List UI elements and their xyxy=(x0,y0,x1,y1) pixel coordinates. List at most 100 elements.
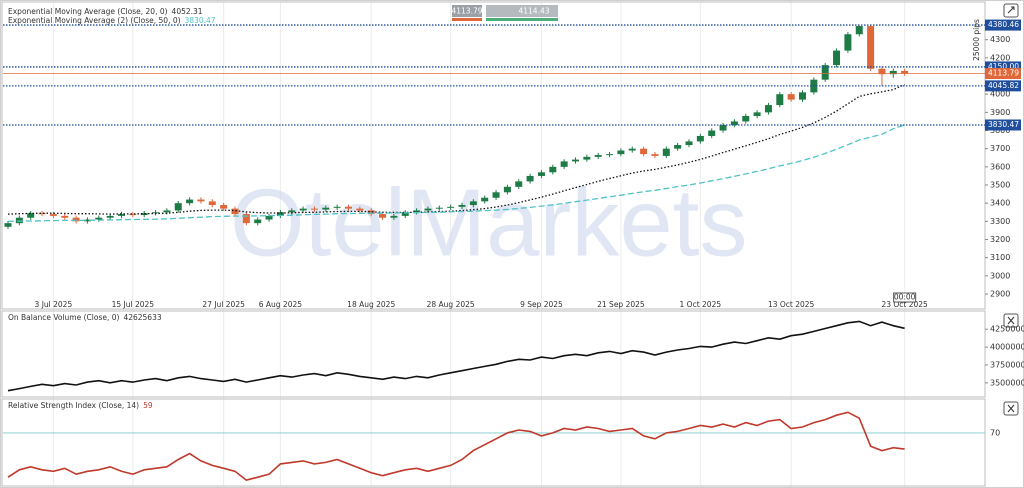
candle-body xyxy=(254,219,262,224)
y-tick-label: 4200 xyxy=(990,53,1010,62)
candle-body xyxy=(265,215,273,220)
candle-body xyxy=(640,148,648,155)
candle-body xyxy=(322,207,330,210)
indicator-line xyxy=(7,411,905,481)
candle-body xyxy=(197,199,205,202)
rsi-panel-border xyxy=(1,398,986,487)
candle-body xyxy=(492,192,500,198)
candle-body xyxy=(231,208,239,215)
ask-price: 4114.43 xyxy=(518,7,549,16)
candle-body xyxy=(526,175,534,182)
y-tick-label: 35000000 xyxy=(990,378,1024,387)
x-tick-label: 6 Aug 2025 xyxy=(259,300,302,309)
y-tick-label: 42500000 xyxy=(990,325,1024,334)
y-tick-label: 3900 xyxy=(990,108,1010,117)
candle-body xyxy=(61,215,69,218)
ask-badge[interactable] xyxy=(486,5,558,17)
candle-body xyxy=(606,154,614,156)
bid-price: 4113.79 xyxy=(451,7,482,16)
candle-body xyxy=(594,155,602,157)
price-panel xyxy=(4,25,909,229)
candle-body xyxy=(95,217,103,220)
candle-body xyxy=(435,207,443,209)
x-tick-label: 18 Aug 2025 xyxy=(347,300,395,309)
candle-body xyxy=(208,201,216,205)
candle-body xyxy=(651,154,659,156)
candle-body xyxy=(515,181,523,187)
level-label: 3830.47 xyxy=(988,120,1019,129)
candle-body xyxy=(27,213,35,218)
candle-body xyxy=(356,208,364,211)
x-tick-label: 9 Sep 2025 xyxy=(520,300,563,309)
y-tick-label: 3300 xyxy=(990,217,1010,226)
candle-body xyxy=(49,214,57,216)
candle-body xyxy=(345,206,352,209)
candle-body xyxy=(764,105,772,113)
candle-body xyxy=(106,215,114,218)
candle-body xyxy=(310,208,318,210)
indicator-title: Relative Strength Index (Close, 14) xyxy=(8,401,139,410)
candle-body xyxy=(719,125,727,131)
candle-body xyxy=(401,212,409,216)
y-tick-label: 2900 xyxy=(990,290,1010,299)
quote-badges: 4113.79 4114.43 xyxy=(451,5,558,21)
candle-body xyxy=(821,65,829,80)
candle-body xyxy=(186,199,194,204)
candle-body xyxy=(163,210,171,213)
candle-body xyxy=(799,92,806,100)
level-label-box xyxy=(985,119,1021,131)
indicator-value: 42625633 xyxy=(123,313,161,322)
candle-body xyxy=(72,217,80,222)
candle-body xyxy=(503,186,511,193)
x-tick-label: 27 Jul 2025 xyxy=(202,300,245,309)
bid-badge[interactable] xyxy=(452,5,482,17)
y-tick-label: 4300 xyxy=(990,35,1010,44)
y-tick-label: 3600 xyxy=(990,162,1010,171)
indicator-line xyxy=(7,320,905,392)
candle-body xyxy=(469,201,477,205)
maximize-icon xyxy=(1007,6,1015,14)
candle-body xyxy=(833,50,841,66)
y-tick-label: 3800 xyxy=(990,126,1010,135)
x-tick-label: 3 Jul 2025 xyxy=(35,300,73,309)
candle-body xyxy=(174,203,182,211)
y-tick-label: 37500000 xyxy=(990,360,1024,369)
y-tick-label: 3000 xyxy=(990,271,1010,280)
grid xyxy=(52,2,906,486)
candle-body xyxy=(390,215,398,218)
candle-body xyxy=(220,204,228,209)
level-label: 4380.46 xyxy=(988,20,1019,29)
close-icon xyxy=(1007,316,1015,325)
level-label-box xyxy=(985,19,1021,31)
legend-label: Exponential Moving Average (2) (Close, 5… xyxy=(8,16,181,25)
candle-body xyxy=(481,197,489,202)
candle-body xyxy=(549,166,557,173)
candle-body xyxy=(4,223,12,227)
candle-body xyxy=(152,212,160,214)
candle-body xyxy=(129,214,137,216)
y-tick-label: 40000000 xyxy=(990,343,1024,352)
candle-body xyxy=(333,206,341,208)
y-tick-label: 3100 xyxy=(990,253,1010,262)
candle-body xyxy=(617,150,625,155)
legend-label: Exponential Moving Average (Close, 20, 0… xyxy=(8,7,168,16)
candle-body xyxy=(628,148,636,151)
candle-body xyxy=(844,34,852,51)
candle-body xyxy=(537,172,545,176)
legend-value: 3830.47 xyxy=(185,16,216,25)
level-label: 4045.82 xyxy=(988,81,1019,90)
indicator-title: On Balance Volume (Close, 0) xyxy=(8,313,120,322)
candle-body xyxy=(379,214,387,218)
y-tick-label: 70 xyxy=(990,428,1000,437)
last-price-label: 4113.79 xyxy=(988,69,1019,78)
candle-body xyxy=(83,219,91,222)
candle-body xyxy=(458,204,466,207)
y-tick-label: 3400 xyxy=(990,199,1010,208)
time-label: 00:00 xyxy=(894,293,916,302)
y-tick-label: 3500 xyxy=(990,181,1010,190)
x-tick-label: 1 Oct 2025 xyxy=(680,300,722,309)
y-tick-label: 3700 xyxy=(990,144,1010,153)
candle-body xyxy=(674,145,682,149)
